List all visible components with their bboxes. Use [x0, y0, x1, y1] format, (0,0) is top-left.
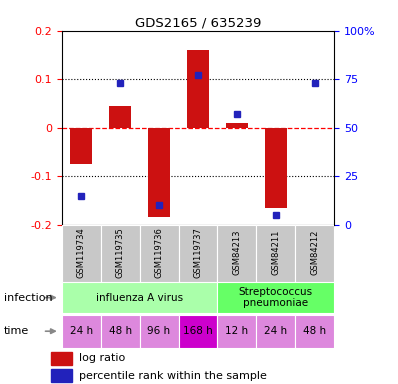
Text: time: time: [4, 326, 29, 336]
Bar: [256, 315, 295, 348]
Bar: [62, 225, 101, 282]
Text: GSM119736: GSM119736: [154, 227, 164, 278]
Bar: [295, 315, 334, 348]
Text: 12 h: 12 h: [225, 326, 248, 336]
Bar: [179, 315, 217, 348]
Bar: [62, 315, 101, 348]
Bar: [101, 225, 140, 282]
Bar: [217, 282, 334, 313]
Text: infection: infection: [4, 293, 53, 303]
Text: GSM84213: GSM84213: [232, 230, 242, 275]
Text: 48 h: 48 h: [303, 326, 326, 336]
Text: GSM84211: GSM84211: [271, 230, 281, 275]
Text: log ratio: log ratio: [79, 353, 125, 363]
Bar: [101, 315, 140, 348]
Text: Streptococcus
pneumoniae: Streptococcus pneumoniae: [239, 287, 313, 308]
Text: GSM119734: GSM119734: [77, 227, 86, 278]
Title: GDS2165 / 635239: GDS2165 / 635239: [135, 17, 261, 30]
Text: GSM119735: GSM119735: [115, 227, 125, 278]
Bar: [51, 369, 72, 382]
Text: 24 h: 24 h: [70, 326, 93, 336]
Bar: [226, 123, 248, 128]
Text: 96 h: 96 h: [148, 326, 171, 336]
Bar: [70, 128, 92, 164]
Text: percentile rank within the sample: percentile rank within the sample: [79, 371, 267, 381]
Bar: [265, 128, 287, 208]
Text: GSM84212: GSM84212: [310, 230, 319, 275]
Bar: [179, 225, 217, 282]
Bar: [109, 106, 131, 128]
Text: GSM119737: GSM119737: [193, 227, 203, 278]
Bar: [295, 225, 334, 282]
Text: 24 h: 24 h: [264, 326, 287, 336]
Bar: [148, 128, 170, 217]
Bar: [187, 50, 209, 128]
Bar: [140, 225, 179, 282]
Text: 48 h: 48 h: [109, 326, 132, 336]
Text: influenza A virus: influenza A virus: [96, 293, 183, 303]
Bar: [256, 225, 295, 282]
Bar: [51, 352, 72, 365]
Bar: [62, 282, 217, 313]
Bar: [217, 225, 256, 282]
Bar: [140, 315, 179, 348]
Text: 168 h: 168 h: [183, 326, 213, 336]
Bar: [217, 315, 256, 348]
